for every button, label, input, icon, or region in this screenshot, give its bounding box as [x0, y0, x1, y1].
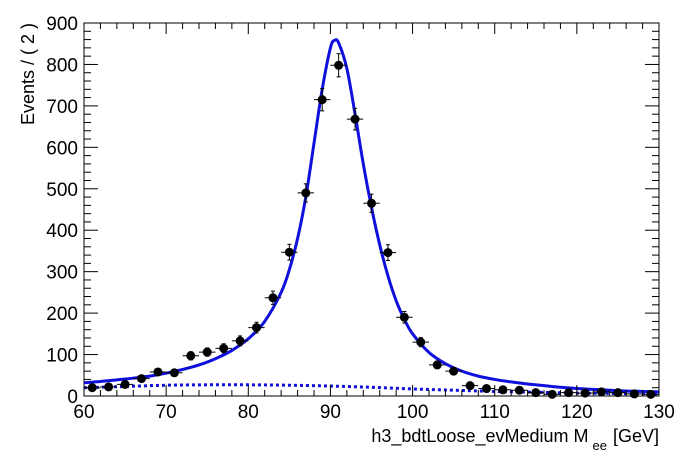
- x-tick-label: 70: [156, 402, 177, 423]
- x-tick-label: 110: [480, 402, 510, 423]
- data-point: [231, 335, 249, 347]
- data-point: [544, 389, 561, 399]
- y-tick-label: 400: [46, 221, 78, 242]
- data-point: [527, 388, 544, 398]
- y-tick-label: 300: [46, 263, 78, 284]
- data-marker: [301, 188, 311, 198]
- y-tick-label: 0: [67, 387, 78, 408]
- data-marker: [465, 381, 475, 391]
- data-point: [314, 87, 331, 112]
- data-point: [609, 388, 627, 398]
- data-point: [626, 389, 643, 399]
- x-axis-title-unit: [GeV]: [613, 426, 659, 446]
- x-tick-label: 120: [561, 402, 593, 423]
- data-point: [199, 347, 216, 357]
- data-point: [84, 383, 101, 393]
- data-marker: [334, 60, 344, 70]
- data-marker: [597, 387, 606, 397]
- y-tick-label: 600: [46, 138, 78, 159]
- data-point: [429, 360, 446, 370]
- data-point: [396, 310, 413, 324]
- data-marker: [514, 385, 524, 395]
- data-point: [133, 374, 150, 384]
- data-point: [166, 368, 183, 378]
- data-point: [363, 193, 380, 213]
- x-tick-label: 90: [320, 402, 341, 423]
- data-point: [281, 243, 298, 261]
- data-marker: [317, 95, 327, 105]
- data-marker: [284, 247, 294, 257]
- data-point: [379, 244, 397, 261]
- x-tick-label: 130: [643, 402, 675, 423]
- data-marker: [449, 366, 459, 376]
- data-point: [149, 367, 167, 377]
- x-tick-label: 60: [73, 402, 94, 423]
- data-point: [445, 366, 462, 376]
- data-marker: [416, 337, 426, 347]
- data-marker: [202, 347, 212, 357]
- data-point: [330, 53, 347, 78]
- y-tick-label: 500: [46, 180, 78, 201]
- data-point: [100, 382, 117, 392]
- data-marker: [235, 336, 245, 346]
- data-marker: [169, 368, 179, 378]
- data-marker: [104, 382, 114, 392]
- data-point: [511, 385, 528, 395]
- data-point: [494, 385, 512, 395]
- data-point: [297, 183, 314, 203]
- data-marker: [646, 389, 656, 399]
- data-marker: [367, 198, 376, 208]
- data-point: [346, 107, 364, 131]
- plot-frame: [83, 22, 660, 397]
- data-marker: [268, 293, 278, 303]
- data-points-group: [84, 53, 659, 399]
- data-point: [264, 290, 282, 305]
- data-point: [215, 343, 232, 354]
- data-marker: [120, 379, 130, 389]
- data-point: [478, 384, 495, 394]
- data-point: [642, 389, 659, 399]
- data-point: [461, 381, 479, 391]
- data-point: [248, 321, 265, 334]
- data-marker: [482, 384, 491, 394]
- y-tick-label: 900: [46, 14, 78, 35]
- x-axis-title-subscript: ee: [593, 438, 607, 453]
- total-fit-curve-group: [83, 38, 660, 394]
- data-marker: [613, 388, 623, 398]
- x-tick-label: 100: [397, 402, 429, 423]
- data-marker: [432, 360, 442, 370]
- data-marker: [87, 383, 97, 393]
- data-marker: [383, 248, 393, 258]
- data-marker: [137, 374, 146, 384]
- y-tick-label: 700: [46, 97, 78, 118]
- y-tick-label: 200: [46, 304, 78, 325]
- data-point: [116, 379, 134, 389]
- data-marker: [547, 389, 557, 399]
- data-point: [412, 337, 429, 348]
- data-marker: [531, 388, 541, 398]
- data-marker: [219, 343, 229, 353]
- data-marker: [153, 367, 163, 377]
- data-point: [593, 387, 610, 397]
- axis-ticks-group: 60 70 80 90 100 110 120 130 0 100 200 300 400 500 600 7…: [46, 14, 675, 423]
- data-marker: [629, 389, 639, 399]
- y-tick-label: 100: [46, 346, 78, 367]
- data-marker: [399, 312, 409, 322]
- y-tick-label: 800: [46, 55, 78, 76]
- data-marker: [498, 385, 508, 395]
- y-axis-title: Events / ( 2 ): [18, 23, 38, 125]
- data-marker: [580, 388, 590, 398]
- total-fit-curve: [83, 38, 660, 394]
- data-marker: [350, 114, 360, 124]
- x-tick-label: 80: [238, 402, 259, 423]
- data-point: [560, 388, 577, 398]
- data-marker: [252, 323, 261, 333]
- data-point: [576, 388, 594, 398]
- data-point: [182, 351, 199, 361]
- data-marker: [186, 351, 196, 361]
- data-marker: [564, 388, 574, 398]
